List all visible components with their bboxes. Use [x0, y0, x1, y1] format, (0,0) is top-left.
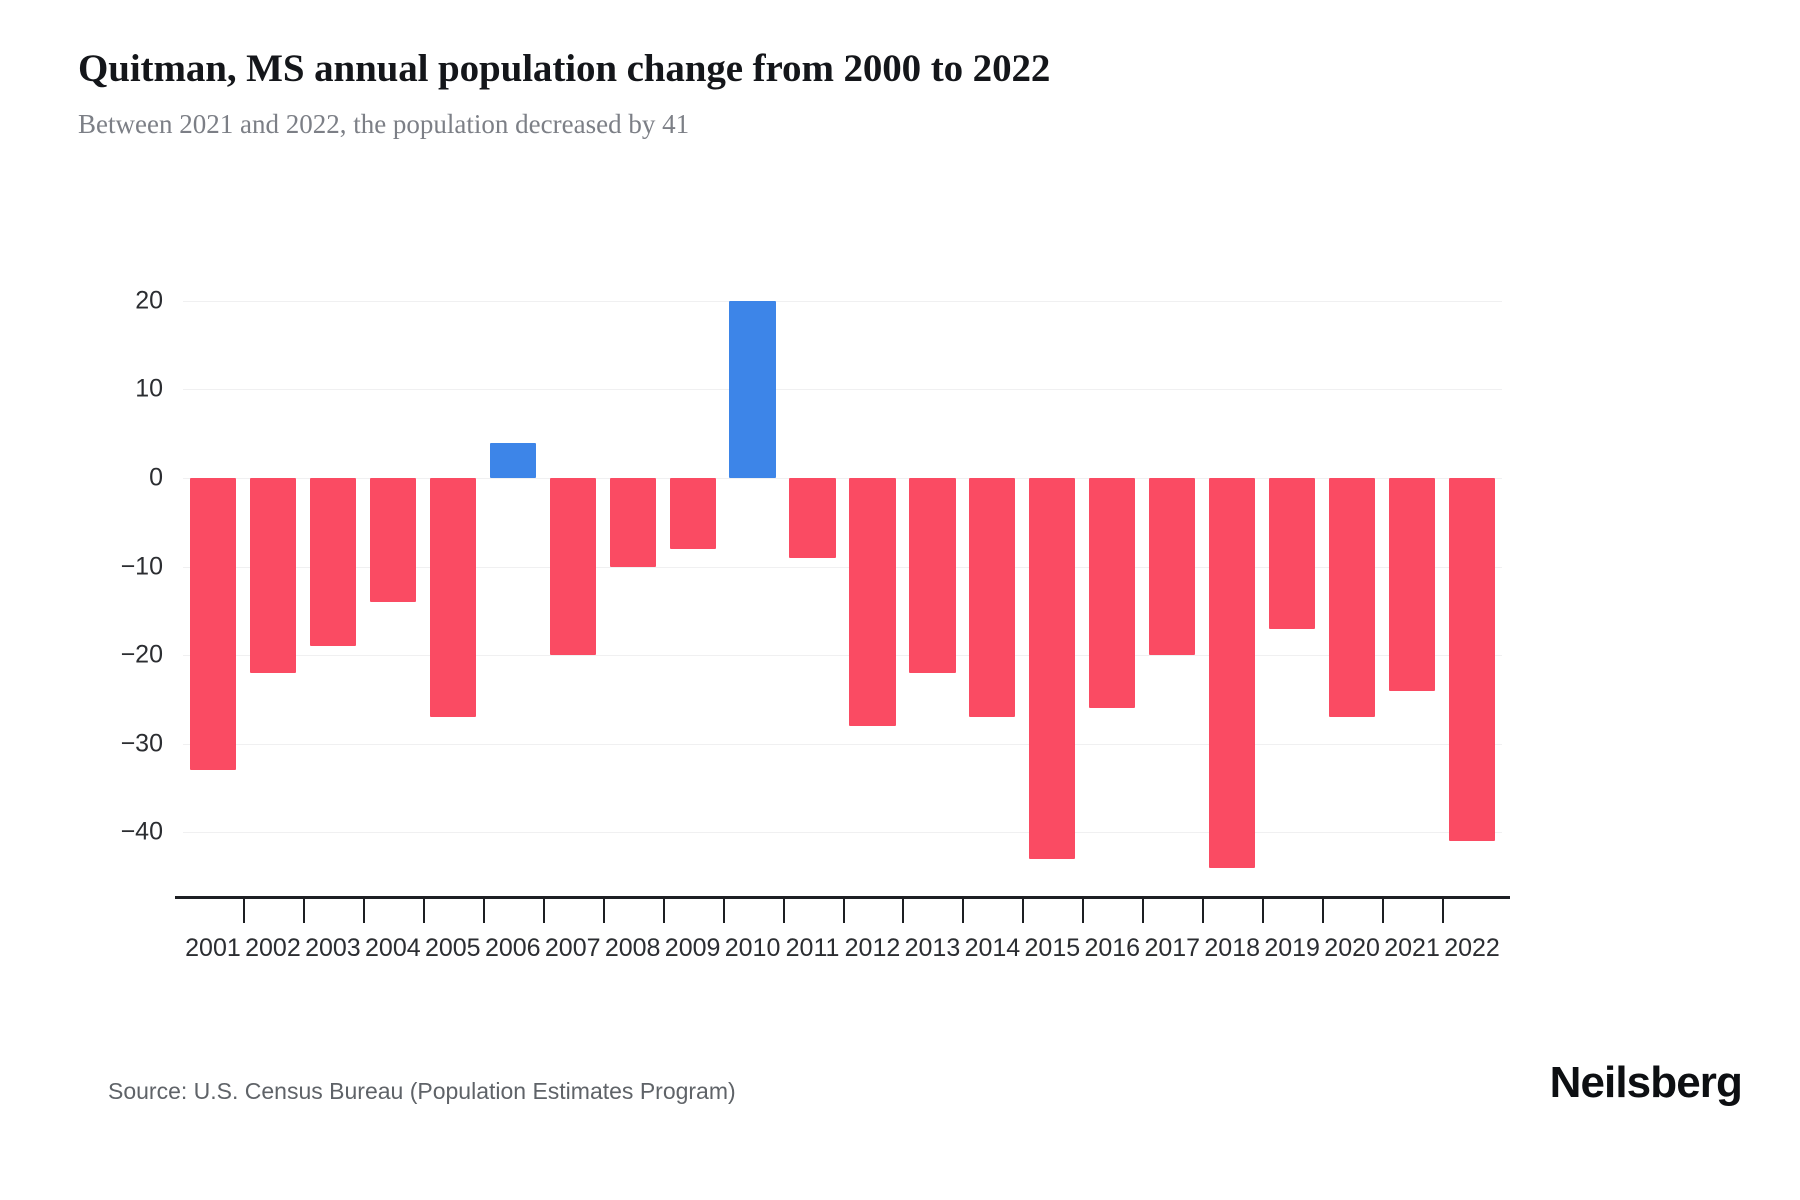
bar-2004[interactable]: [369, 478, 416, 603]
x-axis-tick: [902, 897, 905, 923]
x-axis-label-2017: 2017: [1144, 934, 1201, 962]
x-axis-tick: [1382, 897, 1385, 923]
gridline: [183, 832, 1502, 834]
bar-2014[interactable]: [969, 478, 1016, 718]
x-axis-tick: [1262, 897, 1265, 923]
x-axis-tick: [1322, 897, 1325, 923]
bar-2009[interactable]: [669, 478, 716, 549]
bar-2022[interactable]: [1448, 478, 1496, 842]
x-axis-tick: [1142, 897, 1145, 923]
bar-2005[interactable]: [429, 478, 476, 718]
bar-2006[interactable]: [489, 442, 536, 478]
y-axis-tick-label: 10: [135, 374, 163, 403]
x-axis-tick: [542, 897, 545, 923]
y-axis-tick-label: −30: [120, 729, 163, 758]
x-axis-label-2006: 2006: [484, 934, 541, 962]
bar-2012[interactable]: [849, 478, 896, 727]
x-axis-label-2002: 2002: [245, 934, 301, 962]
x-axis-tick: [722, 897, 725, 923]
y-axis-tick-label: 0: [149, 463, 163, 492]
bar-2007[interactable]: [549, 478, 596, 656]
x-axis-tick: [962, 897, 965, 923]
x-axis-label-2015: 2015: [1024, 934, 1081, 962]
x-axis-tick: [662, 897, 665, 923]
x-axis-tick: [482, 897, 485, 923]
x-axis-label-2010: 2010: [724, 934, 781, 962]
bar-2017[interactable]: [1149, 478, 1196, 656]
x-axis-label-2012: 2012: [844, 934, 901, 962]
bar-2021[interactable]: [1388, 478, 1436, 691]
x-axis-label-2016: 2016: [1084, 934, 1141, 962]
x-axis-label-2020: 2020: [1324, 934, 1380, 962]
bar-2010[interactable]: [729, 300, 776, 478]
page-title: Quitman, MS annual population change fro…: [78, 47, 1051, 90]
x-axis-label-2007: 2007: [544, 934, 601, 962]
x-axis-tick: [602, 897, 605, 923]
bar-2018[interactable]: [1209, 478, 1256, 868]
gridline: [183, 389, 1502, 391]
y-axis-tick-label: −10: [120, 552, 163, 581]
x-axis-label-2005: 2005: [424, 934, 481, 962]
x-axis-label-2011: 2011: [785, 934, 840, 962]
brand-logo: Neilsberg: [1549, 1058, 1743, 1107]
y-axis-tick-label: −20: [120, 640, 163, 669]
x-axis-tick: [1442, 897, 1445, 923]
bar-2008[interactable]: [609, 478, 656, 567]
x-axis-label-2013: 2013: [904, 934, 961, 962]
x-axis-tick: [422, 897, 425, 923]
bar-2020[interactable]: [1329, 478, 1376, 718]
x-axis-label-2021: 2021: [1384, 934, 1440, 962]
x-axis-label-2009: 2009: [664, 934, 721, 962]
bar-2001[interactable]: [189, 478, 237, 771]
bar-2011[interactable]: [789, 478, 836, 558]
x-axis-tick: [842, 897, 845, 923]
x-axis-tick: [1022, 897, 1025, 923]
x-axis-label-2014: 2014: [964, 934, 1021, 962]
x-axis-tick: [302, 897, 305, 923]
x-axis-label-2022: 2022: [1444, 934, 1500, 962]
gridline: [183, 566, 1502, 568]
x-axis-tick: [782, 897, 785, 923]
bars-group: [183, 0, 1502, 1200]
x-axis-label-2008: 2008: [604, 934, 661, 962]
source-note: Source: U.S. Census Bureau (Population E…: [108, 1078, 736, 1104]
gridline: [183, 300, 1502, 302]
x-axis-label-2004: 2004: [365, 934, 421, 962]
bar-2019[interactable]: [1269, 478, 1316, 629]
bar-2013[interactable]: [909, 478, 956, 673]
gridline: [183, 743, 1502, 745]
x-axis-tick: [362, 897, 365, 923]
y-axis-tick-label: 20: [135, 286, 163, 315]
gridline: [183, 478, 1502, 479]
x-axis-label-2019: 2019: [1264, 934, 1320, 962]
x-axis-tick: [242, 897, 245, 923]
bar-2015[interactable]: [1029, 478, 1076, 859]
x-axis-label-2001: 2001: [185, 934, 241, 962]
chart-header: Quitman, MS annual population change fro…: [78, 46, 1740, 140]
y-axis-tick-label: −40: [120, 817, 163, 846]
bar-2003[interactable]: [309, 478, 356, 647]
x-axis-label-2018: 2018: [1204, 934, 1261, 962]
bar-2016[interactable]: [1089, 478, 1136, 709]
gridline: [183, 655, 1502, 657]
x-axis-tick: [1082, 897, 1085, 923]
x-axis-label-2003: 2003: [305, 934, 361, 962]
bar-2002[interactable]: [249, 478, 296, 673]
chart-subtitle: Between 2021 and 2022, the population de…: [78, 109, 690, 140]
x-axis-tick: [1202, 897, 1205, 923]
